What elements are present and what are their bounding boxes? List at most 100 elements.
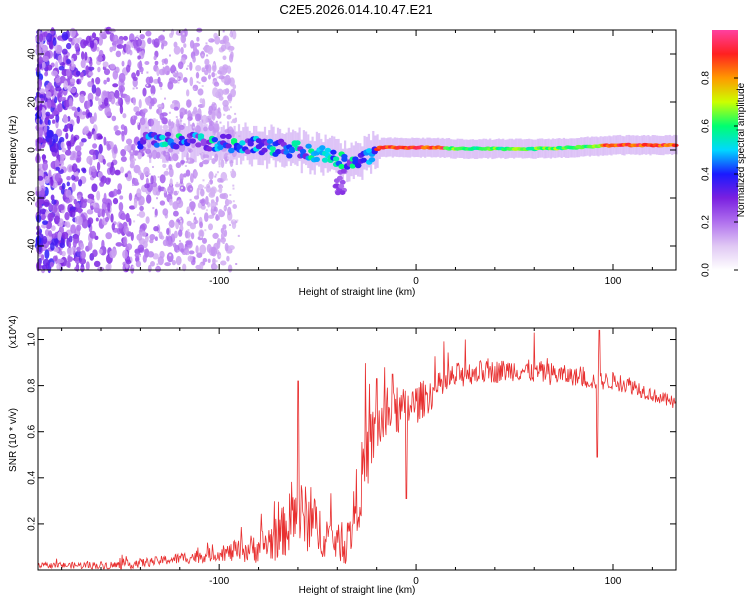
spectrogram-noise-cell <box>202 179 205 182</box>
spectrogram-noise-cell <box>58 204 65 211</box>
snr-y-multiplier: (x10^4) <box>8 315 19 348</box>
spectrogram-noise-cell <box>73 198 78 205</box>
spectrogram-noise-cell <box>189 40 195 49</box>
spectrogram-ridge-cell <box>217 144 224 151</box>
spectrogram-noise-cell <box>40 254 45 261</box>
spectrogram-noise-cell <box>202 185 205 188</box>
spectrogram-noise-cell <box>157 76 161 84</box>
spectrogram-noise-cell <box>55 77 61 83</box>
spectrogram-noise-cell <box>220 260 227 266</box>
spectrogram-noise-cell <box>132 87 135 90</box>
spectrogram-noise-cell <box>54 96 58 104</box>
spectrogram-noise-cell <box>55 86 62 92</box>
spectrogram-noise-cell <box>47 99 52 109</box>
spectrogram-noise-cell <box>103 97 109 107</box>
spectrogram-noise-cell <box>134 158 137 161</box>
spectrogram-noise-cell <box>70 224 76 234</box>
spectrogram-ridge-halo <box>305 131 308 166</box>
spectrogram-noise-cell <box>214 104 217 107</box>
spectrogram-noise-cell <box>181 187 183 189</box>
spectrogram-noise-cell <box>226 114 232 120</box>
spectrogram-noise-cell <box>90 205 94 210</box>
spectrogram-noise-cell <box>46 64 53 71</box>
snr-x-label: Height of straight line (km) <box>299 585 416 596</box>
spectrogram-noise-cell <box>227 93 233 103</box>
spectrogram-noise-cell <box>60 141 65 149</box>
spectrogram-ridge-cell <box>140 139 147 145</box>
spectrogram-noise-cell <box>63 99 70 108</box>
spectrogram-noise-cell <box>40 208 47 215</box>
spectrogram-noise-cell <box>156 263 159 266</box>
spectrogram-noise-cell <box>192 55 196 63</box>
spectrogram-noise-cell <box>229 30 233 38</box>
spectrogram-ridge-halo <box>248 130 251 165</box>
spectrogram-noise-cell <box>222 242 225 244</box>
spectrogram-noise-cell <box>172 72 175 75</box>
spectrogram-noise-cell <box>201 160 209 165</box>
spectrogram-noise-cell <box>148 173 151 176</box>
spectrogram-noise-cell <box>145 177 149 185</box>
spectrogram-ridge-cell <box>332 156 340 162</box>
spectrogram-noise-cell <box>180 248 185 253</box>
spectrogram-noise-cell <box>232 84 237 90</box>
spectrogram-noise-cell <box>129 205 136 210</box>
spectrogram-noise-cell <box>204 212 209 223</box>
spectrogram-noise-cell <box>183 173 187 178</box>
spectrogram-ridge-cell <box>338 183 345 189</box>
spectrogram-noise-cell <box>187 252 190 255</box>
spectrogram-noise-cell <box>186 89 190 97</box>
spectrogram-noise-cell <box>136 233 143 241</box>
spectrogram-noise-cell <box>209 39 212 41</box>
spectrogram-noise-cell <box>200 204 206 210</box>
spectrogram-noise-cell <box>103 192 107 203</box>
spectrogram-noise-cell <box>42 220 48 226</box>
spectrogram-noise-cell <box>96 161 101 172</box>
spectrogram-noise-cell <box>119 195 124 200</box>
spectrogram-noise-cell <box>162 208 169 216</box>
spectrogram-noise-cell <box>226 255 230 262</box>
spectrogram-noise-cell <box>132 265 135 268</box>
spectrogram-noise-cell <box>195 65 202 72</box>
spectrogram-noise-cell <box>188 159 191 162</box>
spectrogram-noise-cell <box>167 81 174 90</box>
spectrogram-noise-cell <box>103 79 107 85</box>
spectrogram-ridge-halo <box>146 123 150 157</box>
spectrogram-noise-cell <box>137 55 141 60</box>
spectrogram-noise-cell <box>200 236 203 238</box>
spectrogram-noise-cell <box>89 40 95 49</box>
spectrogram-noise-cell <box>96 55 103 62</box>
spectrogram-noise-cell <box>70 87 77 94</box>
spectrogram-ridge-halo <box>172 122 176 157</box>
spectrogram-noise-cell <box>227 206 232 216</box>
spectrogram-ridge-halo <box>320 138 323 173</box>
spectrogram-noise-cell <box>163 188 167 194</box>
spectrogram-noise-cell <box>150 175 154 185</box>
spectrogram-noise-cell <box>136 214 139 217</box>
spectrogram-noise-cell <box>221 192 229 200</box>
spectrogram-noise-cell <box>168 164 173 171</box>
spectrogram-noise-cell <box>117 183 123 191</box>
snr-y-tick-label: 0.2 <box>27 517 38 531</box>
spectrogram-noise-cell <box>179 240 181 243</box>
spectrogram-noise-cell <box>178 229 183 237</box>
spectrogram-noise-cell <box>87 132 92 140</box>
spectrogram-noise-cell <box>52 255 58 262</box>
spectrogram-noise-cell <box>89 60 93 67</box>
spectrogram-noise-cell <box>198 262 204 271</box>
spectrogram-noise-cell <box>204 58 210 66</box>
spectrogram-noise-cell <box>71 57 75 67</box>
spectrogram-noise-cell <box>171 260 176 266</box>
spectrogram-ridge-cell <box>239 140 246 146</box>
spectrogram-noise-cell <box>65 132 69 140</box>
spectrogram-noise-cell <box>112 197 119 205</box>
spectrogram-noise-cell <box>169 54 171 57</box>
spectrogram-ridge-cell <box>333 178 340 184</box>
spectrogram-noise-cell <box>168 111 171 114</box>
spectrogram-noise-cell <box>111 115 117 122</box>
spectrogram-ridge-cell <box>299 148 307 154</box>
spectrogram-noise-cell <box>105 216 109 222</box>
spectrogram-panel: -100 0 100 -40 -20 0 20 40 Height of straight … <box>8 26 679 298</box>
spectrogram-noise-cell <box>98 143 103 154</box>
spectrogram-noise-cell <box>219 121 222 124</box>
